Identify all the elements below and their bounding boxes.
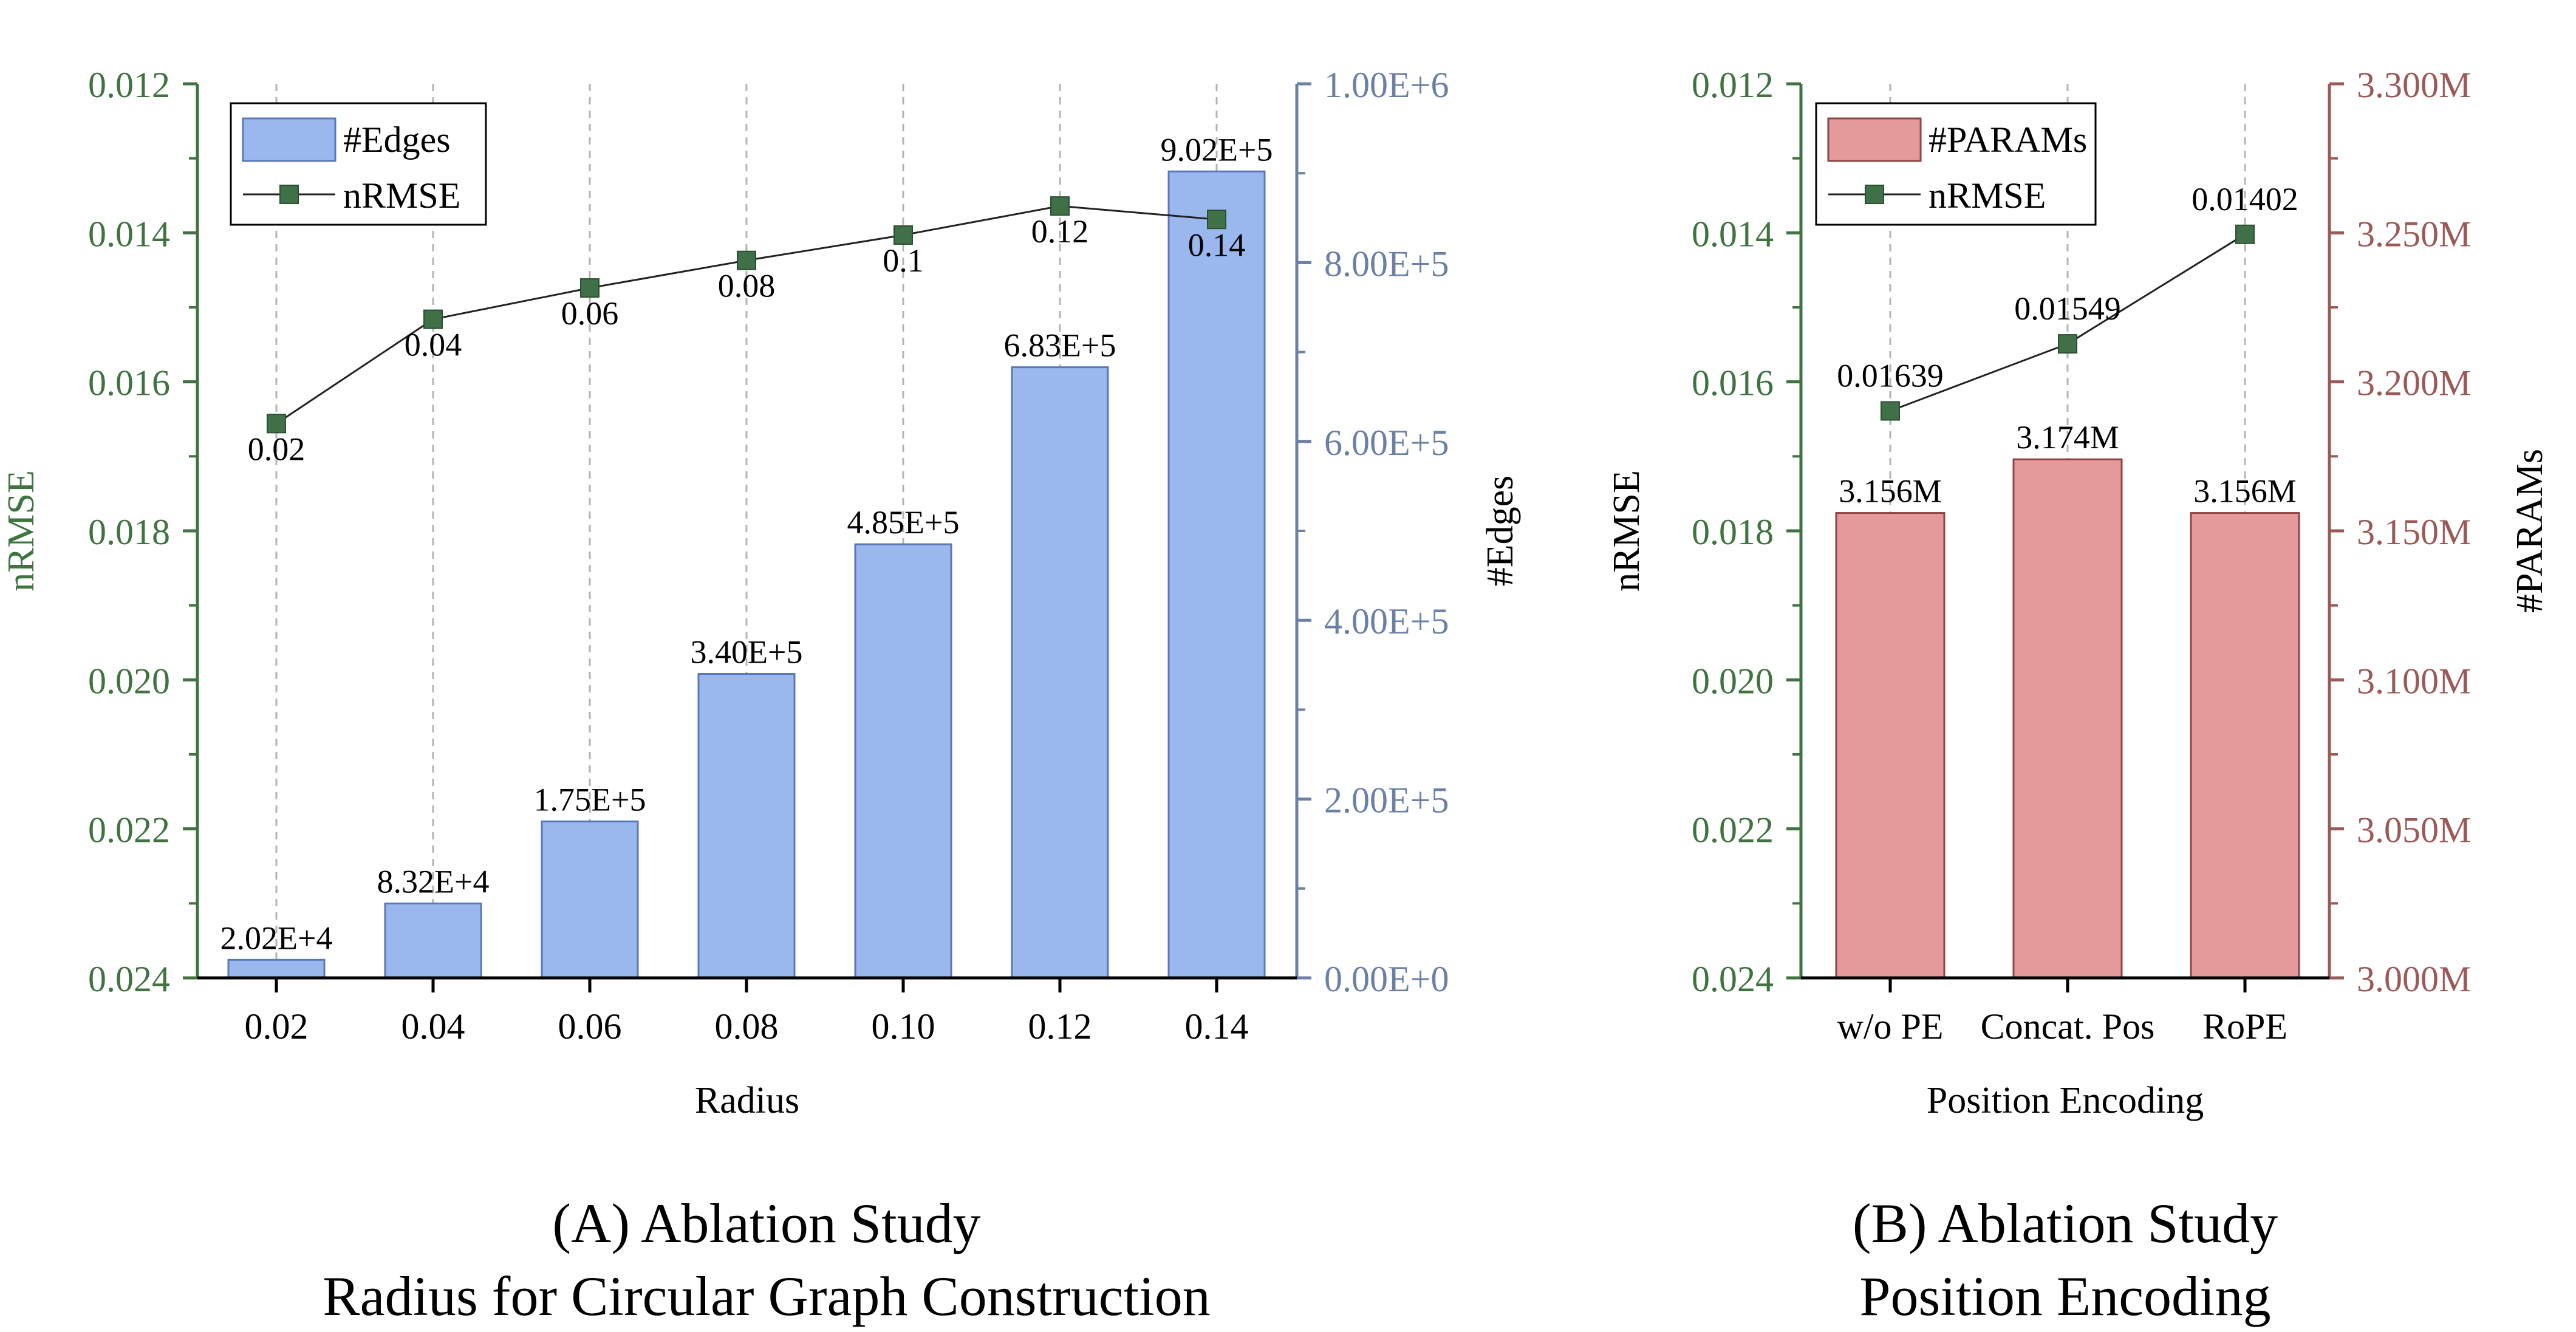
x-tick-label: 0.06 [558,1006,622,1047]
nrmse-marker [580,278,600,298]
bar-label: 1.75E+5 [534,781,646,818]
bar-label: 4.85E+5 [847,504,960,541]
right-tick-label: 3.250M [2357,214,2471,254]
nrmse-label: 0.04 [405,327,462,363]
legend-marker-swatch [1865,185,1884,204]
x-tick-label: Concat. Pos [1981,1006,2155,1047]
nrmse-marker [1207,210,1226,230]
left-tick-label: 0.024 [1692,959,1774,999]
left-tick-label: 0.016 [1692,363,1774,403]
legend-bar-swatch [242,117,337,162]
bar [697,673,796,979]
left-axis-label: nRMSE [1606,470,1647,592]
bar-label: 2.02E+4 [220,920,333,956]
bar-label: 9.02E+5 [1161,131,1273,168]
left-tick-label: 0.022 [88,810,170,850]
left-tick-label: 0.024 [88,959,170,999]
bar [2190,512,2300,979]
left-tick-label: 0.020 [1692,661,1774,701]
nrmse-label: 0.01402 [2192,181,2298,217]
bar-label: 3.156M [1839,473,1942,510]
chart-radius-ablation: 2.02E+4 8.32E+4 1.75E+5 3.40E+5 4.85E+5 6.83E… [1,65,1521,1327]
left-tick-label: 0.016 [88,363,170,403]
right-tick-label: 3.000M [2357,959,2471,999]
bar [541,820,639,979]
bar [227,958,326,979]
nrmse-label: 0.12 [1031,213,1089,250]
nrmse-label: 0.06 [561,295,619,332]
left-tick-label: 0.014 [88,214,170,254]
nrmse-label: 0.08 [718,268,776,304]
nrmse-marker [1050,196,1070,216]
left-tick-label: 0.018 [88,512,170,552]
x-tick-label: 0.04 [401,1006,465,1047]
x-tick-label: 0.02 [245,1006,309,1047]
caption-line: Position Encoding [1859,1265,2270,1327]
nrmse-marker [2058,334,2077,354]
legend-bar-swatch [1827,117,1922,162]
right-tick-label: 3.200M [2357,363,2471,403]
legend-bar-label: #Edges [343,120,451,160]
nrmse-label: 0.01549 [2014,290,2121,327]
caption-line: (B) Ablation Study [1853,1192,2278,1254]
left-axis-label: nRMSE [1,470,42,592]
bar [1167,170,1266,979]
nrmse-marker [423,309,443,329]
nrmse-marker [267,414,286,434]
right-tick-label: 3.100M [2357,661,2471,701]
x-tick-label: 0.14 [1185,1006,1249,1047]
bar-label: 3.156M [2193,473,2297,510]
nrmse-marker [737,250,756,270]
bar [1835,512,1946,979]
left-tick-label: 0.020 [88,661,170,701]
bar-label: 6.83E+5 [1004,327,1116,364]
nrmse-label: 0.14 [1188,227,1246,263]
right-tick-label: 3.300M [2357,65,2471,105]
nrmse-label: 0.01639 [1837,358,1944,394]
right-axis-label: #PARAMs [2509,449,2550,613]
right-tick-label: 2.00E+5 [1324,780,1449,821]
right-tick-label: 1.00E+6 [1324,65,1449,105]
legend-line-label: nRMSE [1929,176,2046,216]
x-tick-label: RoPE [2202,1006,2287,1047]
right-tick-label: 6.00E+5 [1324,423,1449,463]
right-tick-label: 3.050M [2357,810,2471,850]
bar [1011,366,1109,979]
right-tick-label: 4.00E+5 [1324,601,1449,641]
bar [384,903,482,979]
nrmse-marker [1881,401,1900,421]
bar-label: 3.40E+5 [691,634,803,671]
bar-label: 8.32E+4 [377,864,490,900]
nrmse-label: 0.02 [248,431,306,467]
x-axis-label: Position Encoding [1927,1080,2204,1121]
right-tick-label: 8.00E+5 [1324,244,1449,284]
x-tick-label: 0.08 [715,1006,779,1047]
x-tick-label: w/o PE [1837,1006,1943,1047]
left-tick-label: 0.018 [1692,512,1774,552]
x-axis-label: Radius [695,1080,799,1121]
bar [2012,458,2123,979]
x-tick-label: 0.10 [872,1006,935,1047]
left-tick-label: 0.022 [1692,810,1774,850]
legend-box [1815,102,2097,226]
caption-line: Radius for Circular Graph Construction [323,1265,1211,1327]
left-tick-label: 0.012 [1692,65,1774,105]
nrmse-marker [893,225,913,245]
x-tick-label: 0.12 [1028,1006,1092,1047]
caption-line: (A) Ablation Study [552,1192,980,1254]
legend-bar-label: #PARAMs [1929,120,2087,160]
chart-position-encoding-ablation: 3.156M 3.174M 3.156M 0.01639 0.01549 0.01402 0… [1606,65,2550,1327]
nrmse-marker [2235,224,2255,244]
right-tick-label: 3.150M [2357,512,2471,552]
left-tick-label: 0.014 [1692,214,1774,254]
bar-label: 3.174M [2016,419,2119,456]
bar [854,543,952,979]
right-tick-label: 0.00E+0 [1324,959,1449,999]
legend-marker-swatch [279,185,299,204]
right-axis-label: #Edges [1480,476,1521,587]
nrmse-label: 0.1 [883,242,924,279]
legend-line-label: nRMSE [343,176,460,216]
left-tick-label: 0.012 [88,65,170,105]
